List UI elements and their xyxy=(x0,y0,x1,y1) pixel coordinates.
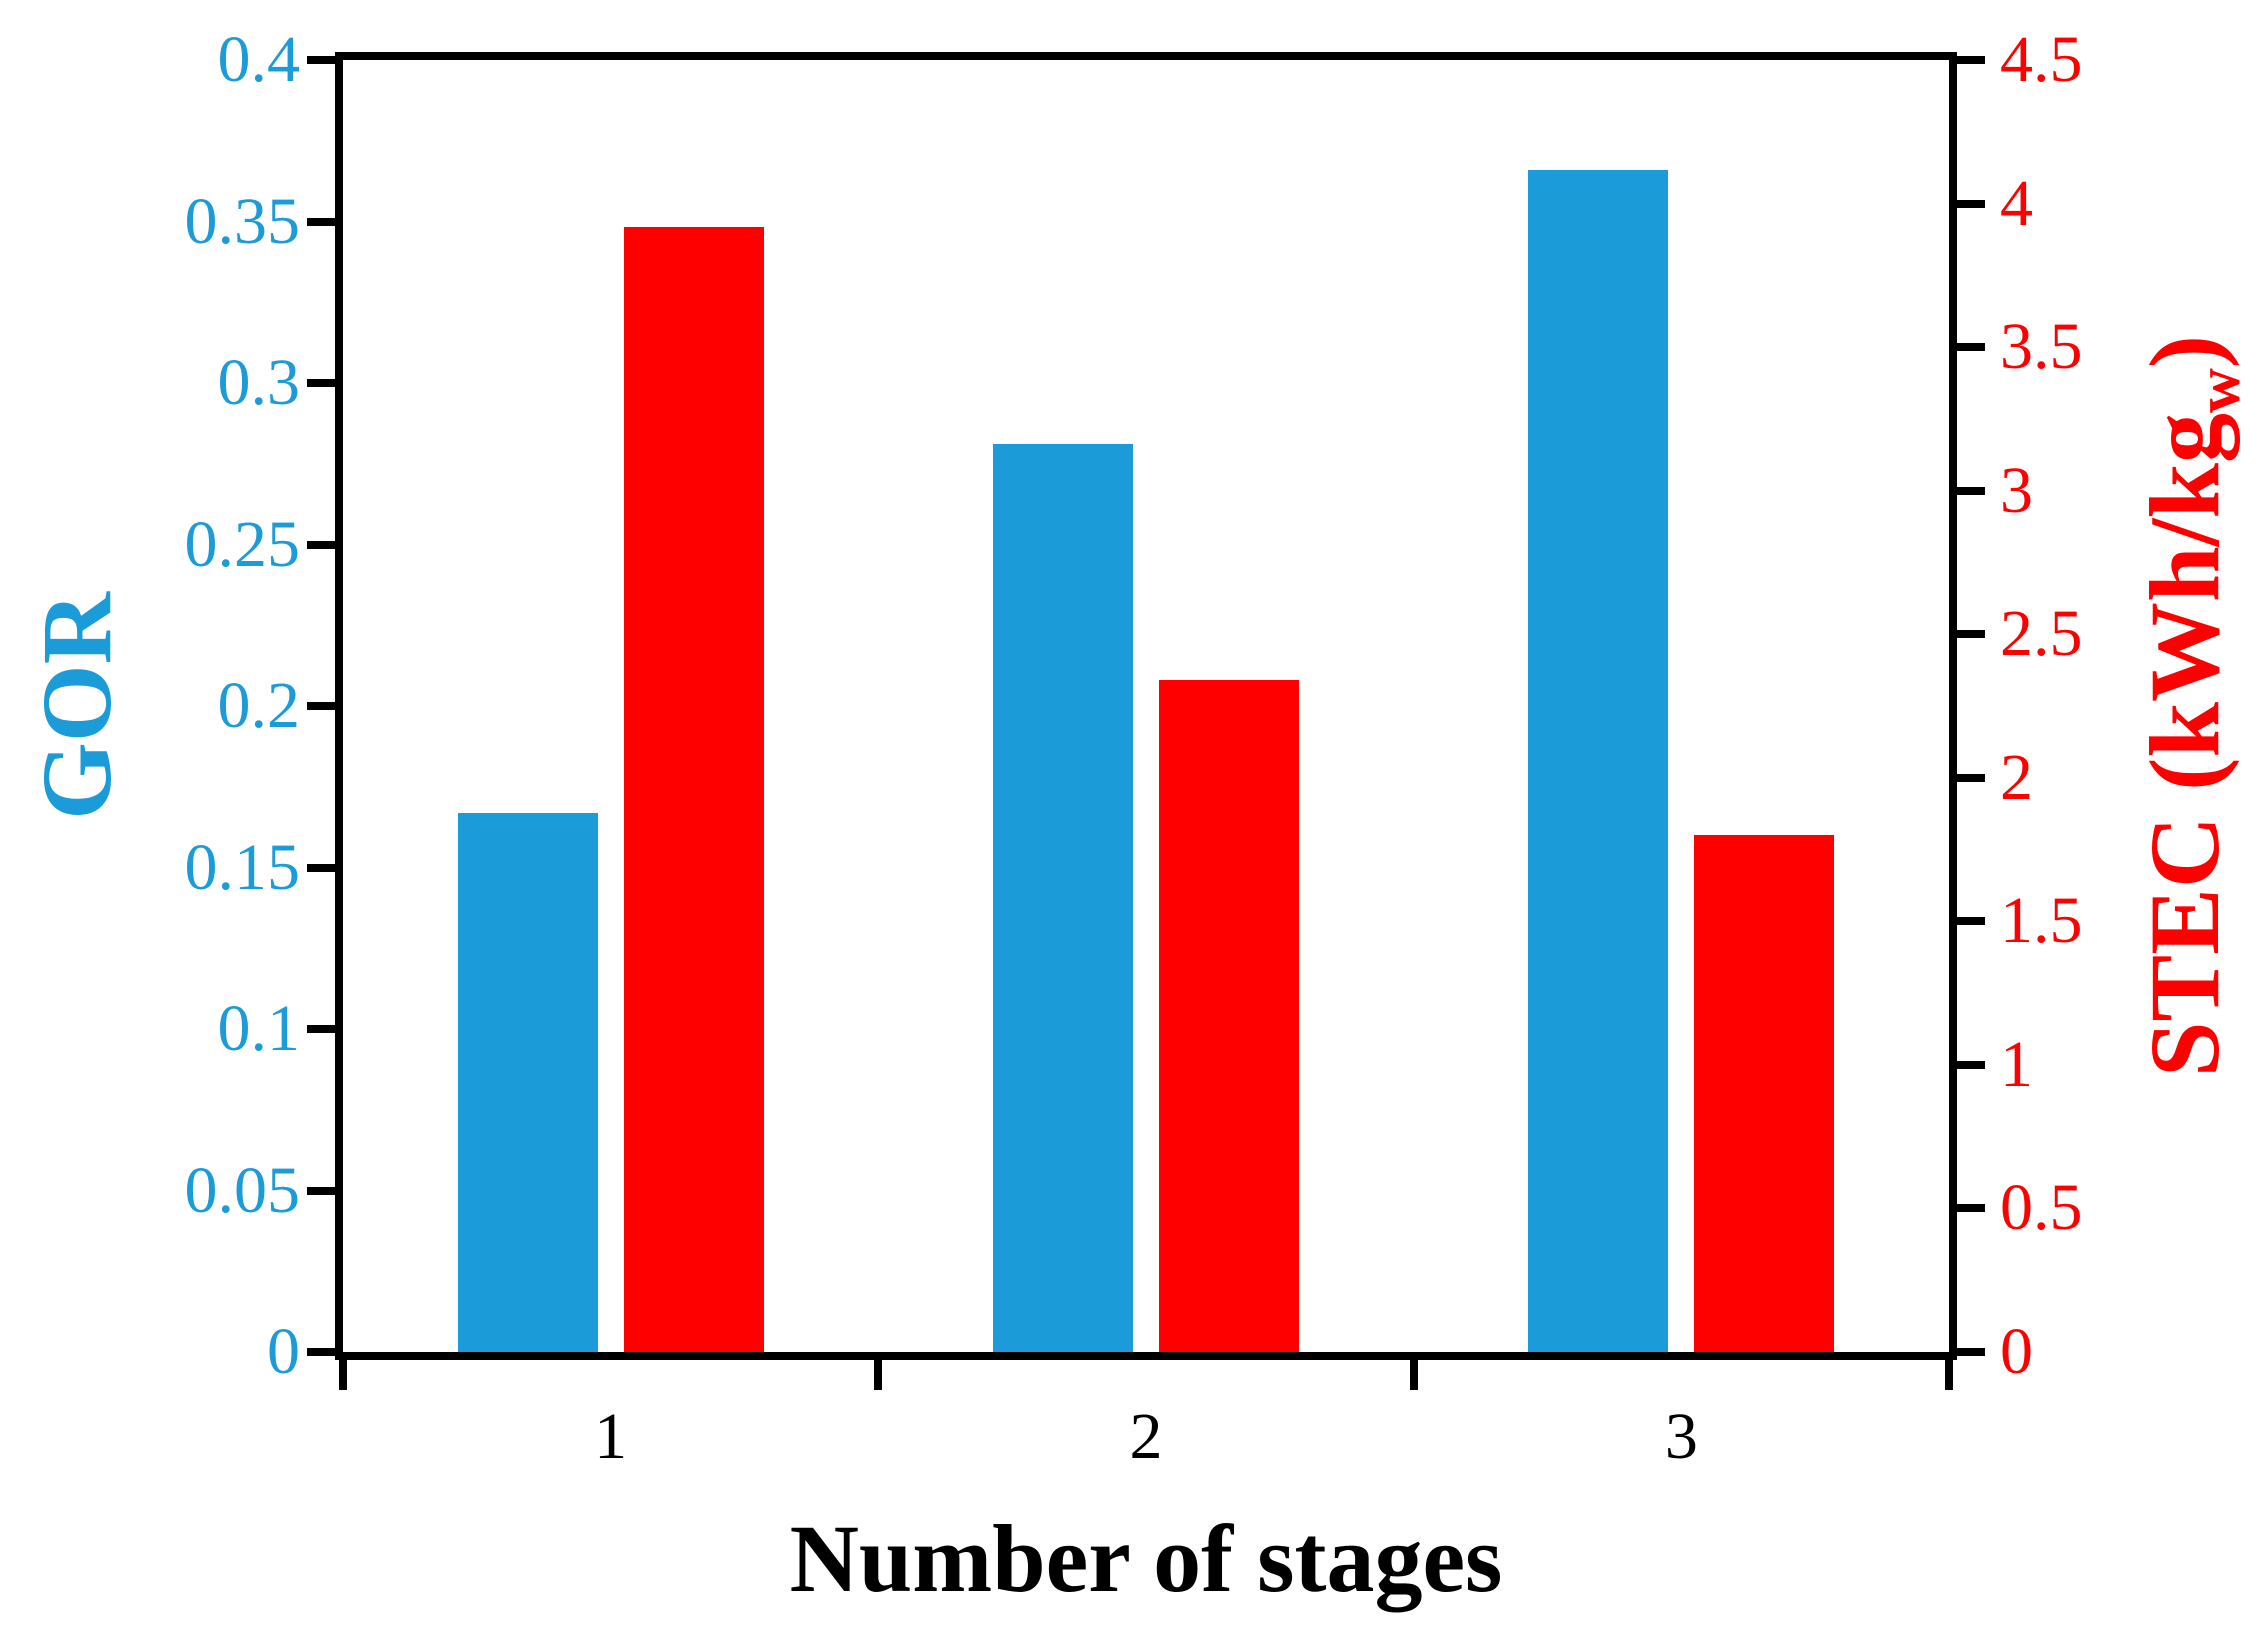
left-axis-tick-label: 0.4 xyxy=(217,23,301,96)
gor-bar-stage-2 xyxy=(993,444,1133,1352)
gor-bar-stage-3 xyxy=(1528,169,1669,1352)
right-axis-tick xyxy=(1957,343,1985,352)
right-axis-tick xyxy=(1957,486,1985,495)
stec-bar-stage-3 xyxy=(1694,835,1835,1352)
left-axis-tick xyxy=(307,1025,335,1033)
left-axis-tick-label: 0 xyxy=(267,1315,300,1388)
right-axis-tick-label: 4.5 xyxy=(2000,23,2083,96)
left-axis-tick xyxy=(307,540,335,549)
left-axis-tick xyxy=(307,1186,335,1195)
right-axis-tick xyxy=(1957,1204,1985,1213)
right-axis-tick xyxy=(1957,1060,1985,1069)
x-axis-tick xyxy=(339,1360,347,1390)
left-axis-tick xyxy=(307,217,335,226)
x-tick-label: 2 xyxy=(1129,1400,1163,1473)
left-axis-tick xyxy=(307,379,335,387)
left-axis-title-text: GOR xyxy=(21,592,132,820)
left-axis-tick-label: 0.3 xyxy=(217,346,301,419)
right-axis-title-subscript: w xyxy=(2185,368,2253,413)
stec-bar-stage-2 xyxy=(1159,680,1299,1352)
right-axis-tick-label: 2 xyxy=(2000,740,2033,814)
left-axis-tick xyxy=(307,1348,335,1356)
left-axis-tick-label: 0.2 xyxy=(217,669,301,742)
right-axis-tick xyxy=(1957,773,1985,782)
right-axis-tick xyxy=(1957,199,1985,208)
right-axis-tick-label: 3 xyxy=(2000,453,2033,527)
right-axis-title-prefix: STEC (kWh/kg xyxy=(2129,412,2240,1078)
left-axis-tick-label: 0.05 xyxy=(184,1153,301,1227)
right-axis-tick-label: 4 xyxy=(2000,166,2033,240)
left-axis-tick xyxy=(307,863,335,872)
right-axis-tick xyxy=(1957,917,1985,926)
right-axis-tick xyxy=(1957,56,1985,64)
left-axis-tick xyxy=(307,702,335,710)
x-axis-title: Number of stages xyxy=(789,1505,1503,1612)
right-axis-tick-label: 1 xyxy=(2000,1027,2033,1101)
right-axis-title: STEC (kWh/kgw) xyxy=(2125,6,2253,1406)
left-axis-tick-label: 0.25 xyxy=(184,507,301,581)
left-axis-title: GOR xyxy=(17,406,137,1006)
right-axis-tick-label: 1.5 xyxy=(2000,884,2083,958)
right-axis-title-suffix: ) xyxy=(2129,334,2240,369)
gor-bar-stage-1 xyxy=(457,812,598,1352)
right-axis-tick-label: 0.5 xyxy=(2000,1171,2083,1245)
right-axis-tick xyxy=(1957,1348,1985,1356)
x-tick-label: 1 xyxy=(594,1400,628,1473)
stec-bar-stage-1 xyxy=(623,226,764,1352)
x-tick-label: 3 xyxy=(1664,1400,1698,1473)
left-axis-tick-label: 0.35 xyxy=(184,184,301,258)
left-axis-tick xyxy=(307,56,335,64)
left-axis-tick-label: 0.1 xyxy=(217,992,301,1065)
x-axis-tick xyxy=(874,1360,883,1390)
plot-area xyxy=(343,60,1949,1352)
left-axis-tick-label: 0.15 xyxy=(184,830,301,904)
x-axis-tick xyxy=(1409,1360,1418,1390)
right-axis-tick-label: 3.5 xyxy=(2000,310,2083,384)
right-axis-tick-label: 0 xyxy=(2000,1315,2033,1388)
x-axis-tick xyxy=(1945,1360,1953,1390)
right-axis-tick-label: 2.5 xyxy=(2000,597,2083,671)
right-axis-tick xyxy=(1957,630,1985,639)
